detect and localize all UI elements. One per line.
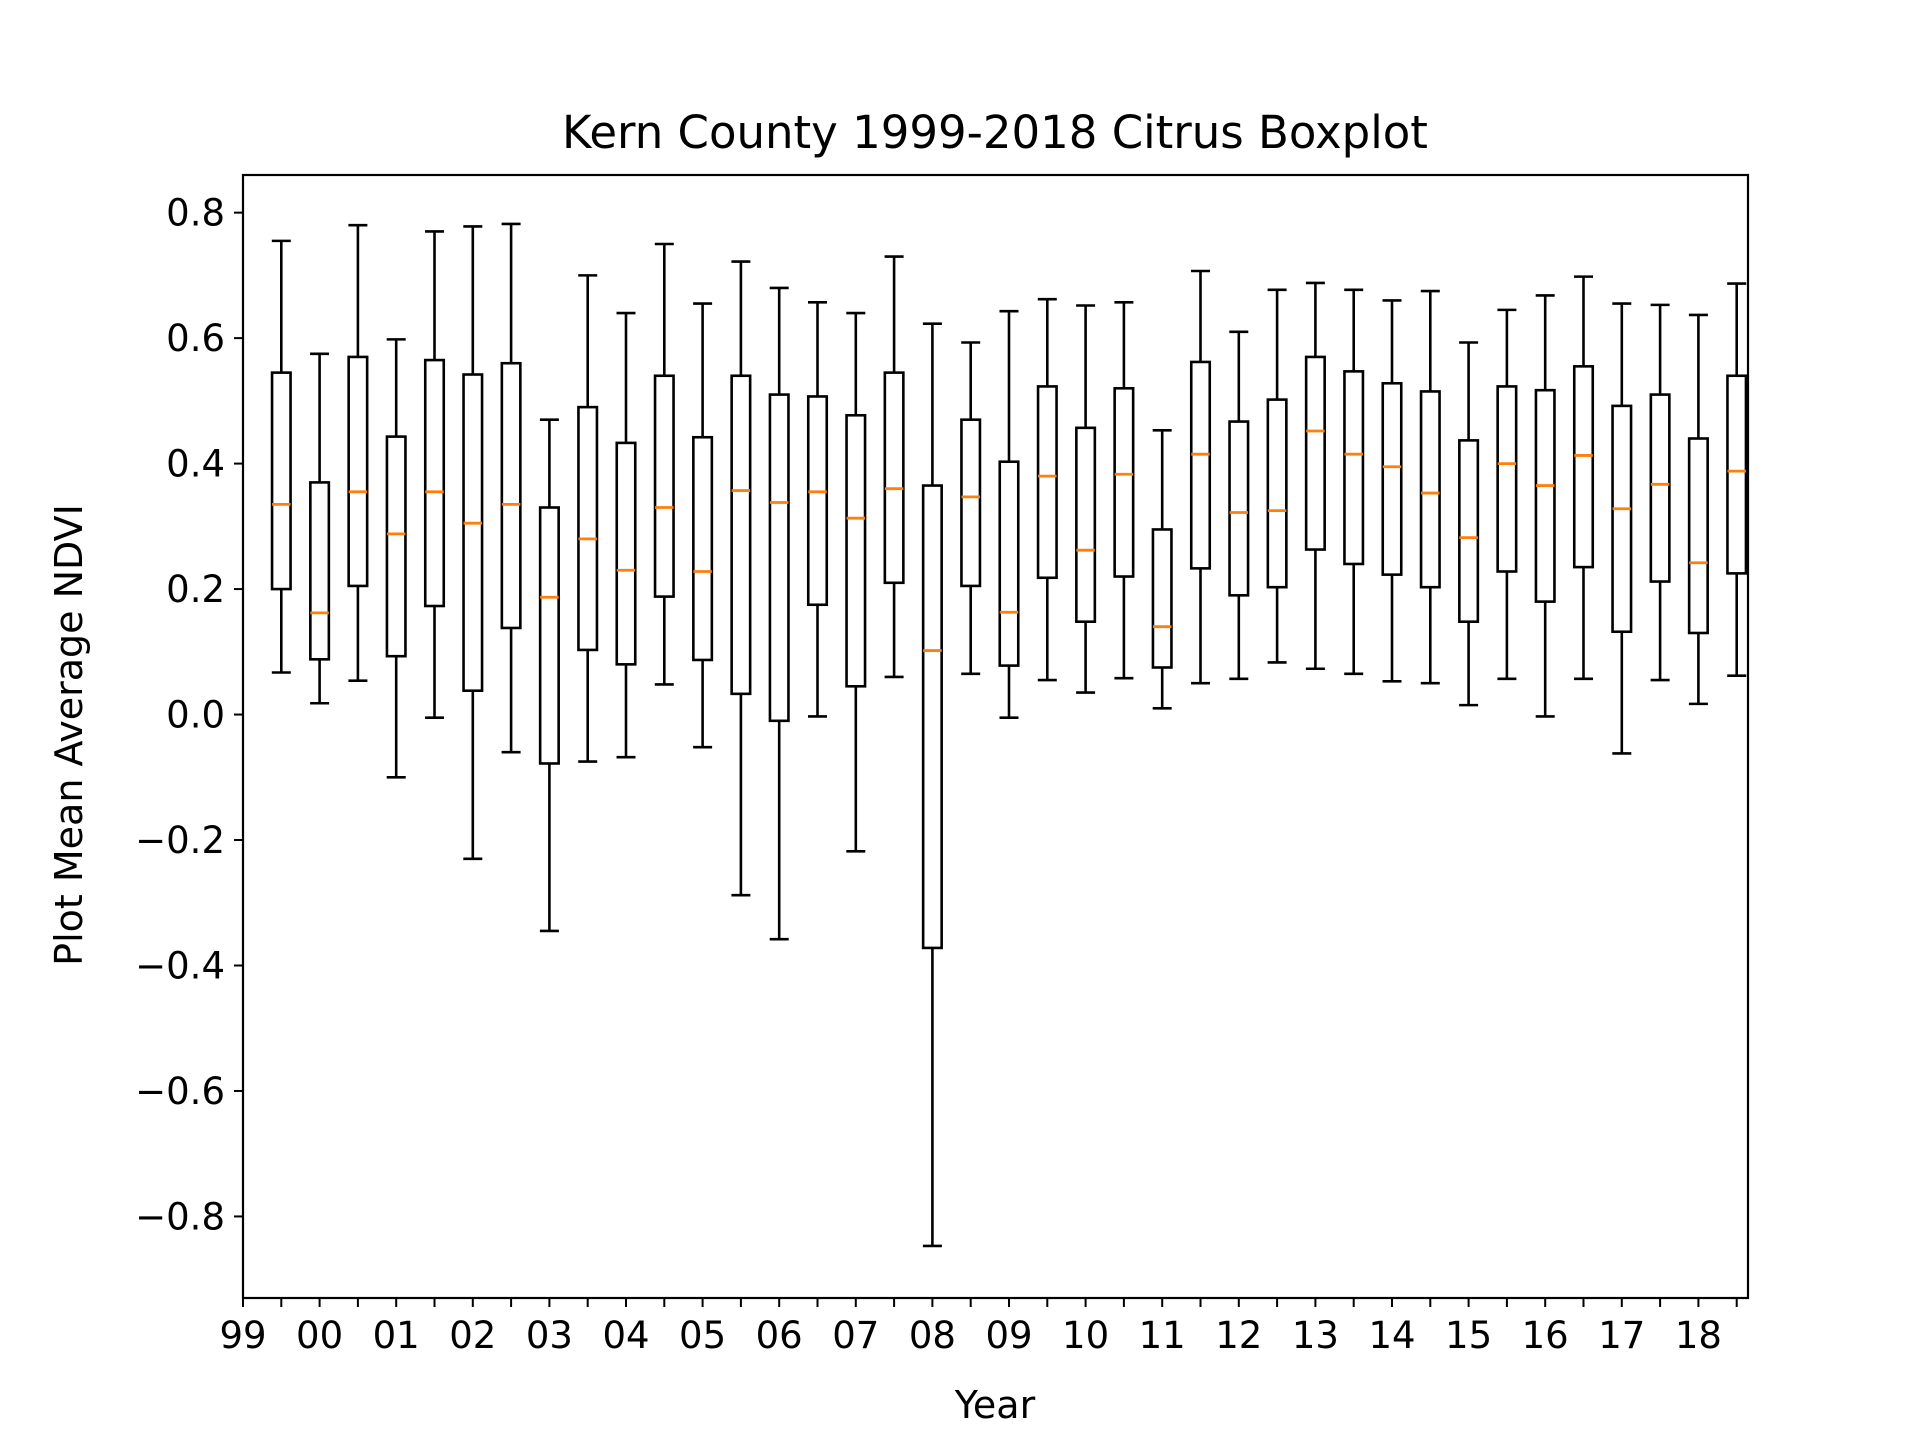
plot-frame <box>241 173 1750 1300</box>
box-iqr <box>270 371 292 591</box>
x-tick-label: 17 <box>1598 1314 1645 1357</box>
x-tick-label: 11 <box>1139 1314 1186 1357</box>
box-iqr <box>1113 387 1135 578</box>
box-iqr <box>692 435 714 662</box>
x-tick-label: 00 <box>296 1314 343 1357</box>
chart-title: Kern County 1999-2018 Citrus Boxplot <box>562 106 1428 159</box>
x-axis-label: Year <box>954 1383 1036 1427</box>
box-iqr <box>1304 355 1326 551</box>
box-iqr <box>883 371 905 585</box>
plot-area: 0.8 0.6 0.4 0.2 0.0 −0.2 −0.4 −0.6 −0.8 99 00 01 02 0… <box>135 173 1750 1357</box>
box-iqr <box>1343 370 1365 566</box>
x-tick-label: 15 <box>1445 1314 1492 1357</box>
x-tick-label: 10 <box>1062 1314 1109 1357</box>
box-iqr <box>653 374 675 598</box>
box-iqr <box>577 405 599 652</box>
x-tick-label: 07 <box>832 1314 879 1357</box>
x-tick-label: 08 <box>909 1314 956 1357</box>
box-iqr <box>768 393 790 723</box>
x-tick-label: 03 <box>526 1314 573 1357</box>
box-iqr <box>1228 420 1250 597</box>
y-tick-label: 0.0 <box>166 694 225 737</box>
y-tick-label: 0.2 <box>166 568 225 611</box>
box-iqr <box>730 374 752 696</box>
box-iqr <box>1075 426 1097 623</box>
box-iqr <box>1726 374 1748 575</box>
x-tick-label: 18 <box>1675 1314 1722 1357</box>
x-tick-label: 04 <box>602 1314 649 1357</box>
box-iqr <box>1687 437 1709 635</box>
box-iqr <box>1381 381 1403 576</box>
x-tick-label: 99 <box>219 1314 266 1357</box>
box-iqr <box>1266 398 1288 589</box>
y-tick-label: −0.8 <box>135 1195 225 1238</box>
y-tick-label: 0.6 <box>166 317 225 360</box>
x-tick-label: 05 <box>679 1314 726 1357</box>
box-iqr <box>1036 385 1058 580</box>
box-iqr <box>960 418 982 588</box>
box-iqr <box>1572 365 1595 569</box>
y-tick-label: −0.4 <box>135 944 225 987</box>
x-tick-label: 13 <box>1292 1314 1339 1357</box>
box-iqr <box>500 361 522 630</box>
box-iqr <box>921 484 943 950</box>
y-tick-label: −0.6 <box>135 1070 225 1113</box>
box-iqr <box>998 460 1020 667</box>
box-iqr <box>347 355 369 588</box>
x-tick-label: 01 <box>373 1314 420 1357</box>
y-tick-label: 0.4 <box>166 443 225 486</box>
x-tick-label: 02 <box>449 1314 496 1357</box>
y-tick-label: −0.2 <box>135 819 225 862</box>
y-axis-label: Plot Mean Average NDVI <box>47 504 91 966</box>
box-iqr <box>1151 528 1173 669</box>
x-tick-label: 14 <box>1368 1314 1415 1357</box>
box-iqr <box>845 413 867 688</box>
box-iqr <box>1534 388 1556 603</box>
box-iqr <box>309 481 331 661</box>
x-tick-label: 12 <box>1215 1314 1262 1357</box>
box-iqr <box>615 441 637 666</box>
box-iqr <box>1649 393 1671 583</box>
box-iqr <box>423 358 446 608</box>
x-tick-label: 09 <box>985 1314 1032 1357</box>
x-tick-label: 16 <box>1522 1314 1569 1357</box>
box-iqr <box>1458 439 1480 623</box>
box-iqr <box>1189 360 1212 570</box>
box-iqr <box>1419 390 1441 589</box>
y-tick-label: 0.8 <box>166 192 225 235</box>
box-iqr <box>462 373 484 693</box>
box-iqr <box>538 506 560 765</box>
box-iqr <box>385 435 407 658</box>
box-iqr <box>806 395 829 607</box>
x-tick-label: 06 <box>756 1314 803 1357</box>
box-iqr <box>1611 404 1633 634</box>
box-iqr <box>1496 385 1518 573</box>
